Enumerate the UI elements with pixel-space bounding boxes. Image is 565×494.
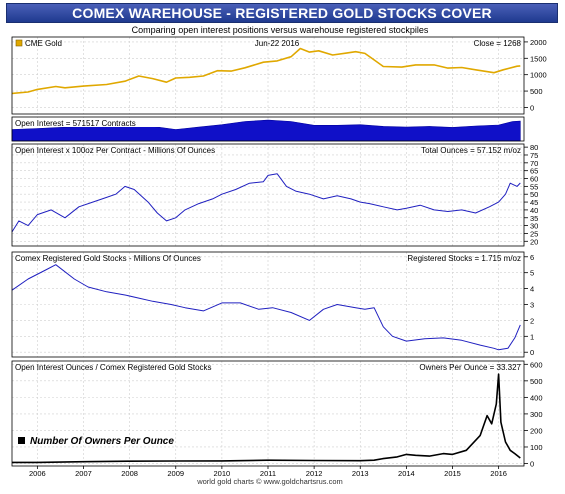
legend-label: Comex Registered Gold Stocks - Millions … xyxy=(15,254,201,263)
y-tick-label: 60 xyxy=(530,175,538,184)
y-tick-label: 1000 xyxy=(530,71,547,80)
x-tick-label: 2009 xyxy=(167,469,184,478)
y-tick-label: 80 xyxy=(530,143,538,152)
x-tick-label: 2015 xyxy=(444,469,461,478)
y-tick-label: 600 xyxy=(530,360,543,369)
panel-border xyxy=(11,143,525,247)
y-tick-label: 20 xyxy=(530,237,538,246)
x-tick-label: 2011 xyxy=(260,469,276,478)
y-tick-label: 25 xyxy=(530,229,538,238)
y-tick-label: 40 xyxy=(530,206,538,215)
y-tick-label: 100 xyxy=(530,443,543,452)
y-tick-label: 45 xyxy=(530,198,538,207)
x-tick-label: 2007 xyxy=(75,469,92,478)
value-label: Total Ounces = 57.152 m/oz xyxy=(421,146,521,155)
y-tick-label: 1 xyxy=(530,332,534,341)
y-tick-label: 75 xyxy=(530,151,538,160)
y-tick-label: 70 xyxy=(530,159,538,168)
y-tick-label: 1500 xyxy=(530,54,547,63)
y-tick-label: 30 xyxy=(530,222,538,231)
close-label: Close = 1268 xyxy=(474,39,522,48)
panel-border xyxy=(11,251,525,358)
y-tick-label: 0 xyxy=(530,103,534,112)
y-tick-label: 400 xyxy=(530,393,543,402)
x-tick-label: 2016 xyxy=(490,469,507,478)
annotation-swatch xyxy=(18,437,25,444)
y-tick-label: 5 xyxy=(530,269,534,278)
y-tick-label: 200 xyxy=(530,426,543,435)
y-tick-label: 2000 xyxy=(530,38,547,47)
y-tick-label: 4 xyxy=(530,285,534,294)
y-tick-label: 6 xyxy=(530,253,534,262)
y-tick-label: 35 xyxy=(530,214,538,223)
legend-label: Open Interest x 100oz Per Contract - Mil… xyxy=(15,146,215,155)
legend-backdrop xyxy=(13,118,183,127)
annotation-label: Number Of Owners Per Ounce xyxy=(30,436,174,447)
footer-credit: world gold charts © www.goldchartsrus.co… xyxy=(196,477,343,486)
series-line-1 xyxy=(11,47,521,95)
x-tick-label: 2013 xyxy=(352,469,369,478)
x-tick-label: 2014 xyxy=(398,469,415,478)
value-label: Owners Per Ounce = 33.327 xyxy=(419,363,521,372)
legend-label: Open Interest = 571517 Contracts xyxy=(15,119,136,128)
y-tick-label: 300 xyxy=(530,410,543,419)
legend-label: Open Interest Ounces / Comex Registered … xyxy=(15,363,212,372)
x-tick-label: 2008 xyxy=(121,469,138,478)
panel-1: 0 500 1000 1500 2000 CME Gold Jun-22 2016 Close… xyxy=(11,36,547,115)
series-line-4 xyxy=(11,264,521,351)
legend-label: CME Gold xyxy=(25,39,62,48)
series-line-3 xyxy=(11,173,521,233)
chart-title: COMEX WAREHOUSE - REGISTERED GOLD STOCKS… xyxy=(6,3,558,23)
y-tick-label: 500 xyxy=(530,87,543,96)
y-tick-label: 500 xyxy=(530,377,543,386)
series-line-5 xyxy=(12,373,521,464)
y-tick-label: 0 xyxy=(530,348,534,357)
y-tick-label: 3 xyxy=(530,301,534,310)
x-tick-label: 2006 xyxy=(29,469,46,478)
panel-background xyxy=(12,144,524,246)
chart-subtitle: Comparing open interest positions versus… xyxy=(132,25,429,35)
panel-border xyxy=(11,36,525,115)
y-tick-label: 55 xyxy=(530,182,538,191)
date-label: Jun-22 2016 xyxy=(255,39,300,48)
y-tick-label: 65 xyxy=(530,167,538,176)
x-tick-label: 2010 xyxy=(214,469,231,478)
x-tick-label: 2012 xyxy=(306,469,323,478)
panel-4: 0 1 2 3 4 5 6 Comex Registered Gold Stocks - Mi… xyxy=(11,251,534,358)
y-tick-label: 50 xyxy=(530,190,538,199)
y-tick-label: 0 xyxy=(530,460,534,469)
y-tick-label: 2 xyxy=(530,316,534,325)
panel-5: 0 100 200 300 400 500 600 Open Interest Ounces … xyxy=(11,360,543,469)
value-label: Registered Stocks = 1.715 m/oz xyxy=(407,254,521,263)
panel-2: Open Interest = 571517 Contracts xyxy=(11,116,525,142)
panel-border xyxy=(11,116,525,142)
legend-swatch xyxy=(15,39,23,47)
